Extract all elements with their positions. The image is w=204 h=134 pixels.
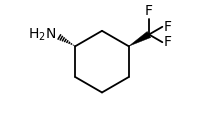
Text: F: F [163, 20, 171, 34]
Text: F: F [163, 35, 171, 49]
Text: H$_2$N: H$_2$N [28, 27, 56, 43]
Text: F: F [145, 4, 153, 18]
Polygon shape [129, 31, 151, 46]
